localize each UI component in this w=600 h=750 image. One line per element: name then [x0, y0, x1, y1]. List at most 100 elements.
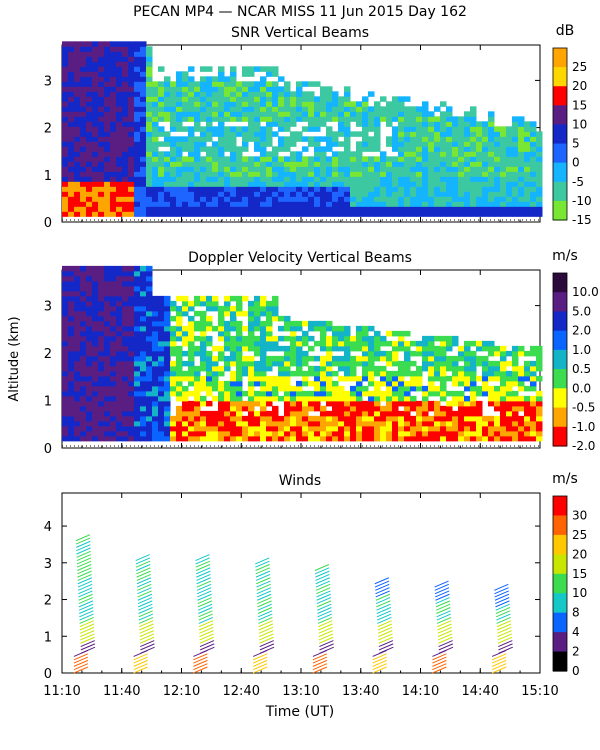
wind-barb: [196, 577, 211, 585]
wind-barb: [139, 623, 154, 631]
wind-barb: [199, 633, 214, 641]
panel-title: SNR Vertical Beams: [231, 25, 369, 41]
wind-barb: [258, 613, 273, 621]
wind-barb: [438, 643, 454, 651]
wind-barb: [318, 636, 334, 644]
wind-barb: [136, 564, 151, 571]
y-tick-label: 0: [44, 216, 52, 231]
wind-barb: [198, 620, 214, 628]
wind-barb: [259, 633, 274, 641]
wind-barb: [256, 577, 271, 585]
wind-barb: [199, 630, 214, 638]
wind-barb: [139, 633, 155, 641]
colorbar-swatch: [553, 554, 567, 575]
wind-barb: [79, 626, 95, 634]
panel-0: SNR Vertical Beams 0 1 2 3 dB 25 20 15 10 5 0 -5 -10 -…: [44, 23, 592, 231]
colorbar-label: 15: [572, 567, 587, 581]
panel-title: Winds: [279, 473, 321, 489]
wind-barb: [198, 623, 214, 631]
wind-barb: [372, 663, 387, 671]
wind-barb: [252, 663, 268, 671]
wind-barb: [252, 653, 268, 661]
wind-barb: [494, 583, 509, 591]
wind-profile: [432, 580, 454, 674]
wind-barb: [316, 600, 332, 608]
wind-barb: [376, 600, 391, 608]
wind-barb: [316, 587, 331, 595]
colorbar-unit: m/s: [552, 248, 578, 264]
wind-barb: [319, 640, 334, 648]
wind-barb: [317, 603, 332, 611]
colorbar-swatch: [553, 651, 567, 672]
colorbar-swatch: [553, 407, 567, 428]
wind-barb: [498, 643, 513, 651]
wind-barb: [193, 659, 208, 667]
wind-barb: [436, 607, 451, 614]
wind-barb: [137, 600, 153, 608]
colorbar-label: -0.5: [572, 401, 595, 415]
colorbar-label: 15: [572, 98, 587, 112]
wind-barb: [255, 557, 270, 565]
wind-barb: [195, 560, 211, 568]
colorbar-swatch: [553, 143, 567, 164]
wind-barb: [140, 643, 155, 651]
colorbar-swatch: [553, 67, 567, 87]
wind-barb: [314, 567, 330, 575]
colorbar-swatch: [553, 181, 567, 202]
wind-barb: [497, 630, 512, 638]
wind-barb: [255, 567, 270, 575]
colorbar-swatch: [553, 162, 567, 183]
wind-barb: [259, 643, 275, 651]
wind-barb: [318, 620, 333, 628]
wind-barb: [73, 663, 89, 671]
wind-barb: [193, 656, 208, 664]
colorbar-label: 5.0: [572, 304, 591, 318]
colorbar-label: 30: [572, 508, 587, 522]
wind-barb: [252, 656, 268, 664]
wind-barb: [200, 643, 215, 651]
colorbar-swatch: [553, 612, 567, 633]
wind-barb: [200, 646, 215, 654]
wind-barb: [73, 653, 89, 661]
wind-barb: [435, 600, 451, 608]
wind-profile: [312, 564, 334, 674]
wind-barb: [79, 610, 94, 618]
wind-barb: [193, 666, 208, 674]
wind-barb: [76, 560, 92, 568]
wind-barb: [138, 603, 153, 611]
wind-barb: [78, 593, 93, 601]
wind-barb: [496, 620, 512, 628]
wind-barb: [196, 580, 212, 588]
wind-barb: [197, 600, 213, 608]
wind-barb: [199, 640, 215, 648]
wind-profile: [491, 583, 513, 674]
wind-barb: [378, 640, 394, 648]
colorbar-label: 10.0: [572, 285, 599, 299]
wind-barb: [198, 616, 214, 624]
wind-barb: [312, 656, 328, 664]
wind-barb: [494, 590, 509, 598]
wind-barb: [80, 646, 96, 654]
wind-barb: [78, 597, 93, 605]
velocity-field: [62, 265, 543, 442]
y-tick-label: 3: [44, 300, 52, 315]
wind-barb: [257, 600, 272, 608]
wind-barb: [79, 607, 94, 614]
colorbar-label: 0.0: [572, 381, 591, 395]
x-tick-label: 15:10: [521, 684, 558, 699]
wind-barb: [378, 630, 393, 638]
x-tick-label: 11:10: [43, 684, 80, 699]
wind-barb: [435, 603, 451, 611]
wind-barb: [497, 633, 513, 641]
wind-barb: [432, 659, 447, 667]
colorbar-label: 5: [572, 137, 580, 151]
wind-barb: [497, 636, 513, 644]
wind-barb: [318, 630, 333, 638]
wind-barb: [76, 544, 91, 552]
wind-barb: [76, 550, 91, 558]
x-tick-label: 13:40: [342, 684, 379, 699]
y-tick-label: 2: [44, 122, 52, 137]
wind-barb: [437, 620, 452, 628]
wind-barb: [136, 577, 152, 585]
wind-barb: [198, 607, 213, 614]
